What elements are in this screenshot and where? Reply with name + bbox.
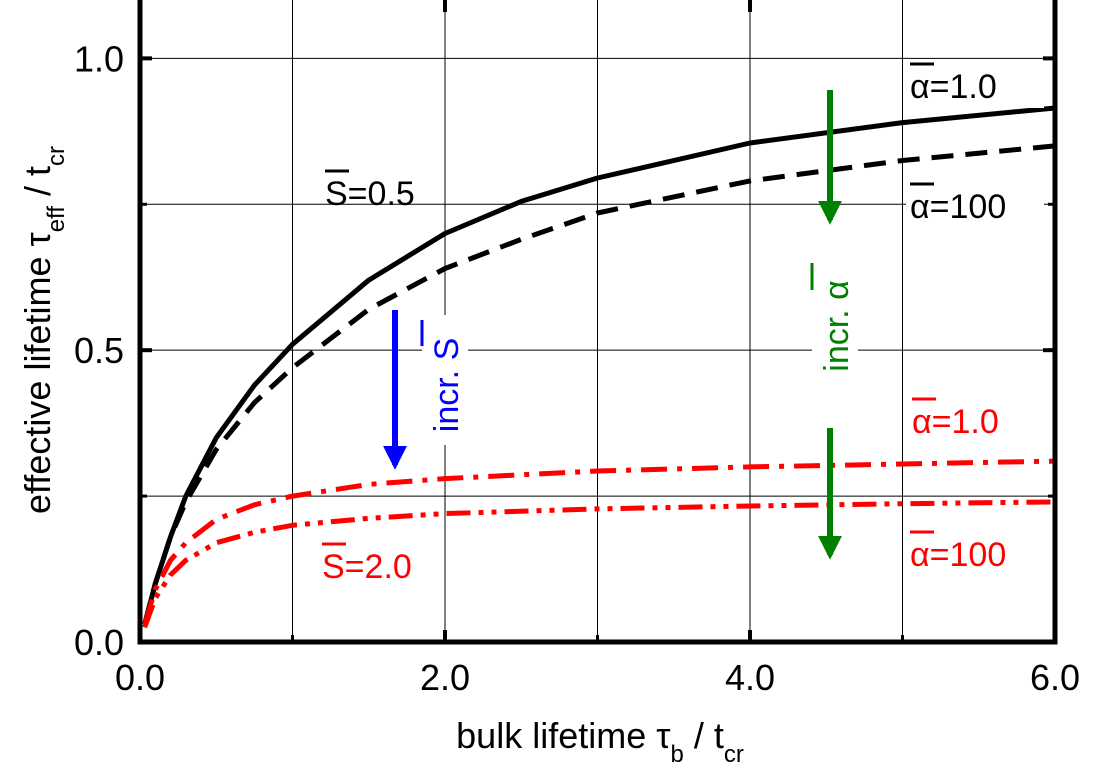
y-tick-label: 0.0 [74,622,124,663]
annotation-alpha-black-1: α=1.0 [910,68,997,106]
annotation-incr-S: incr. S [428,338,466,432]
x-tick-label: 0.0 [115,657,165,698]
annotation-bg [812,258,858,388]
x-axis-label: bulk lifetime τb / tcr [456,715,744,768]
series-line-S05_a1 [142,105,1056,626]
annotation-bg [422,315,468,445]
annotation-alpha-black-100: α=100 [910,188,1006,226]
annotation-alpha-red-1: α=1.0 [912,403,999,441]
x-tick-label: 6.0 [1030,657,1080,698]
plot-border [137,0,1058,645]
plot-frame [137,0,1058,645]
x-tick-label: 4.0 [725,657,775,698]
annotation-incr-alpha: incr. α [818,280,856,371]
annotation-bg [906,66,1044,108]
annotation-bg [906,186,1044,228]
annotation-S-black: S=0.5 [325,175,415,213]
y-tick-label: 1.0 [74,38,124,79]
annotations-group: S=0.5 S=2.0 α=1.0 α=100 α=1.0 α=100 incr. S inc… [322,62,1044,586]
series-line-S05_a100 [142,143,1056,626]
annotation-S-red: S=2.0 [322,548,412,586]
annotation-alpha-red-100: α=100 [910,536,1006,574]
series-line-S20_a1 [142,458,1056,626]
y-tick-label: 0.5 [74,330,124,371]
series-group [142,105,1056,629]
series-line-S20_a100 [142,499,1056,629]
axis-labels-group: bulk lifetime τb / tcr effective lifetime… [17,146,744,768]
y-axis-label: effective lifetime τeff / tcr [17,146,70,514]
grid [140,0,1055,642]
x-tick-label: 2.0 [420,657,470,698]
